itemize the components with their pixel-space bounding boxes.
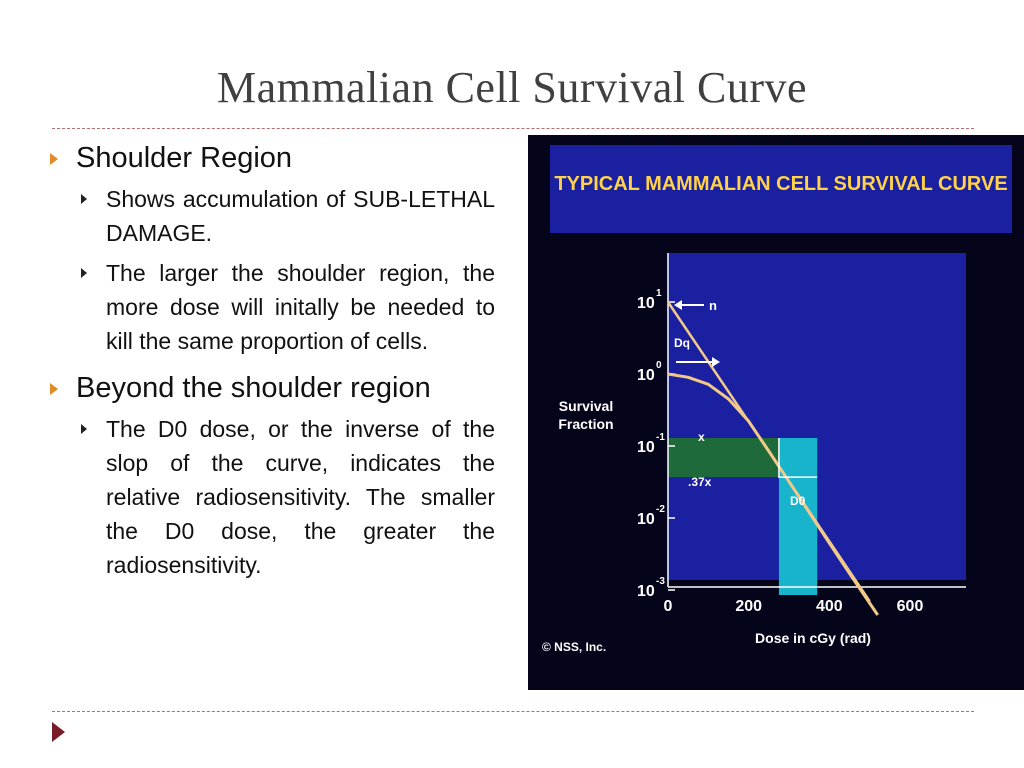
survival-band bbox=[668, 438, 779, 478]
y-tick-exponent: 0 bbox=[656, 360, 662, 371]
x-tick-label: 0 bbox=[664, 598, 673, 615]
d0-triangle bbox=[778, 438, 818, 478]
x-axis-label: Dose in cGy (rad) bbox=[755, 630, 871, 646]
annotation-d0: D0 bbox=[790, 494, 806, 508]
sub-bullet-arrow-icon bbox=[81, 424, 87, 434]
y-tick-exponent: -2 bbox=[656, 504, 665, 515]
y-tick-exponent: -3 bbox=[656, 576, 665, 587]
sub-bullet-arrow-icon bbox=[81, 268, 87, 278]
bottom-divider bbox=[52, 711, 974, 712]
sub-bullet-item: Shows accumulation of SUB-LETHAL DAMAGE. bbox=[50, 182, 495, 250]
annotation-dq: Dq bbox=[674, 336, 690, 350]
figure-heading: TYPICAL MAMMALIAN CELL SURVIVAL CURVE bbox=[554, 173, 1007, 195]
y-tick-label: 10 bbox=[637, 367, 655, 384]
y-tick-exponent: 1 bbox=[656, 288, 662, 299]
copyright-text: © NSS, Inc. bbox=[542, 640, 606, 654]
survival-curve bbox=[667, 372, 879, 616]
x-tick-label: 400 bbox=[816, 598, 843, 615]
survival-curve-figure: TYPICAL MAMMALIAN CELL SURVIVAL CURVE Su… bbox=[528, 135, 1024, 690]
y-tick-label: 10 bbox=[637, 439, 655, 456]
bullet-arrow-icon bbox=[50, 153, 58, 165]
n-arrow-icon bbox=[674, 300, 682, 310]
annotation-n: n bbox=[709, 298, 717, 313]
y-tick-label: 10 bbox=[637, 511, 655, 528]
annotation-37x: .37x bbox=[688, 475, 712, 489]
sub-bullet-text: Shows accumulation of SUB-LETHAL DAMAGE. bbox=[106, 186, 495, 246]
y-tick-label: 10 bbox=[637, 583, 655, 600]
x-tick-label: 200 bbox=[735, 598, 762, 615]
survival-curve-chart: TYPICAL MAMMALIAN CELL SURVIVAL CURVE Su… bbox=[542, 145, 1012, 654]
y-axis-label: Fraction bbox=[558, 416, 613, 432]
sub-bullet-text: The D0 dose, or the inverse of the slop … bbox=[106, 416, 495, 578]
bullet-text: Shoulder Region bbox=[76, 142, 293, 174]
sub-bullet-arrow-icon bbox=[81, 194, 87, 204]
y-axis-label: Survival bbox=[559, 398, 613, 414]
bullet-text: Beyond the shoulder region bbox=[76, 372, 431, 404]
sub-bullet-item: The D0 dose, or the inverse of the slop … bbox=[50, 412, 495, 582]
dq-arrow-icon bbox=[712, 357, 720, 367]
sub-bullet-text: The larger the shoulder region, the more… bbox=[106, 260, 495, 354]
bullet-list: Shoulder Region Shows accumulation of SU… bbox=[50, 140, 495, 588]
y-tick-exponent: -1 bbox=[656, 432, 665, 443]
top-divider bbox=[52, 128, 974, 129]
bullet-item: Beyond the shoulder region bbox=[50, 370, 495, 406]
bullet-arrow-icon bbox=[50, 383, 58, 395]
slide-title: Mammalian Cell Survival Curve bbox=[216, 63, 808, 112]
bullet-item: Shoulder Region bbox=[50, 140, 495, 176]
heading-panel bbox=[550, 145, 1012, 233]
sub-bullet-item: The larger the shoulder region, the more… bbox=[50, 256, 495, 358]
x-tick-label: 600 bbox=[897, 598, 924, 615]
annotation-x: x bbox=[698, 430, 705, 444]
y-tick-label: 10 bbox=[637, 295, 655, 312]
next-slide-arrow-icon[interactable] bbox=[52, 722, 65, 742]
